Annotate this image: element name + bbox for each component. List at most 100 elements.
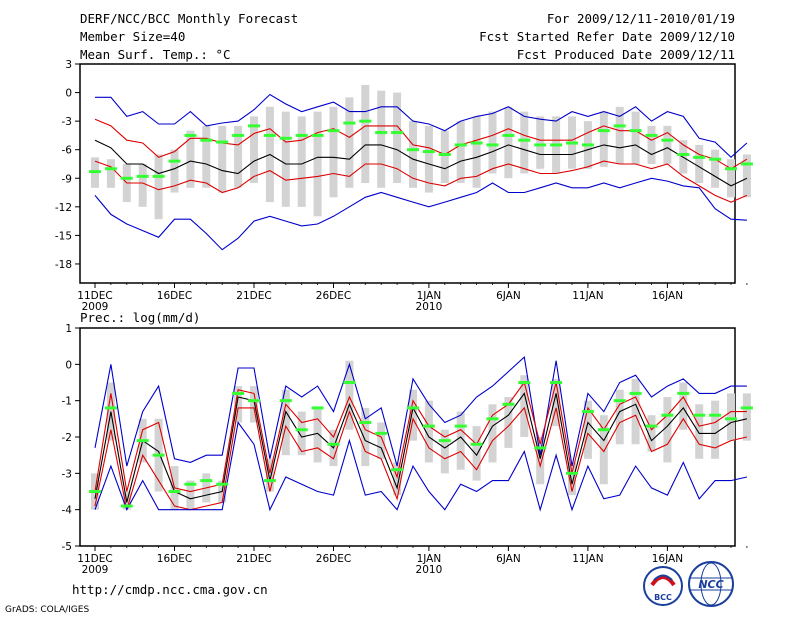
ensemble-box [250,116,258,184]
ensemble-box [393,92,402,184]
ensemble-box [424,125,433,193]
ensemble-box [345,97,354,188]
ensemble-box [234,125,243,188]
ensemble-box [440,429,449,474]
forecast-period: For 2009/12/11-2010/01/19 [547,11,735,26]
ensemble-box [599,111,608,167]
ncc-logo-text: NCC [698,578,723,591]
ensemble-box [456,121,465,184]
ensemble-box [742,393,751,441]
ensemble-box [663,125,672,164]
ensemble-box [695,404,704,459]
x-tick-label: 26DEC [316,290,351,302]
ensemble-box [631,111,640,164]
y-tick-label: -1 [62,396,72,408]
ensemble-box [647,415,656,452]
series-line-lower [94,406,748,511]
ensemble-box [536,116,545,169]
ensemble-box [472,116,481,188]
x-tick-label: 16DEC [157,553,192,565]
y-tick-label: 0 [65,88,72,100]
figure-title: DERF/NCC/BCC Monthly Forecast [80,11,298,26]
series-line-min [94,421,748,512]
ensemble-box [727,159,735,198]
x-tick-label: 1JAN [417,290,442,302]
member-size: Member Size=40 [80,29,185,44]
ensemble-box [281,111,290,207]
x-tick-label: 16JAN [652,290,683,302]
ensemble-box [265,458,274,492]
ensemble-box [297,116,306,207]
x-tick-label: 11DEC [77,290,112,302]
ensemble-box [393,462,402,496]
ensemble-box [711,149,720,188]
ensemble-box [711,400,720,459]
ensemble-box [488,111,497,174]
ensemble-box [472,426,481,481]
x-tick-label: 11JAN [572,553,603,565]
x-tick-label: 21DEC [236,290,271,302]
ncc-logo: NCC [688,561,734,607]
ensemble-box [138,163,147,207]
ensemble-box [552,378,561,427]
y-tick-label: -3 [62,116,72,128]
ensemble-box [504,397,513,448]
ensemble-box [409,121,417,188]
ensemble-box [456,411,465,470]
ensemble-box [663,397,672,463]
ensemble-box [424,400,433,463]
precip-label: Prec.: log(mm/d) [80,310,200,325]
y-tick-label: -9 [62,173,72,185]
series-line-mean [94,139,748,187]
ensemble-box [313,111,322,217]
ensemble-box [727,393,735,441]
x-tick-label: 26DEC [316,553,351,565]
ensemble-box [250,386,258,423]
bcc-logo-text: BCC [654,593,672,602]
y-tick-label: -12 [55,202,72,214]
ensemble-box [186,130,195,188]
ensemble-box [742,154,751,198]
y-tick-label: -18 [55,259,72,271]
source-url[interactable]: http://cmdp.ncc.cma.gov.cn [72,582,268,597]
ensemble-box [186,480,195,510]
refer-date: Fcst Started Refer Date 2009/12/10 [479,29,735,44]
x-tick-label: 21DEC [236,553,271,565]
x-tick-year: 2009 [82,564,109,576]
x-tick-year: 2010 [416,564,443,576]
ensemble-box [568,462,576,496]
x-tick-label: 11JAN [572,290,603,302]
ensemble-box [361,84,370,184]
ensemble-box [504,106,513,179]
ensemble-box [329,106,338,198]
x-tick-year: 2010 [416,301,443,313]
y-tick-label: 0 [65,359,72,371]
ensemble-box [631,378,640,445]
ensemble-box [520,111,529,174]
x-tick-year: 2009 [82,301,109,313]
y-tick-label: -2 [62,432,72,444]
ensemble-box [488,404,497,463]
y-tick-label: -15 [55,230,72,242]
y-tick-label: 3 [65,59,72,71]
ensemble-box [536,437,545,485]
variable-label: Mean Surf. Temp.: °C [80,47,231,62]
ensemble-box [583,400,592,459]
series-line-max [94,356,747,467]
produced-date: Fcst Produced Date 2009/12/11 [517,47,735,62]
x-tick-label: 16JAN [652,553,683,565]
ensemble-box [599,415,608,485]
ensemble-box [154,154,163,220]
ensemble-box [234,386,243,423]
ensemble-box [170,149,179,193]
y-tick-label: 1 [65,323,72,335]
y-tick-label: -6 [62,145,73,157]
ensemble-box [361,407,370,467]
ensemble-box [647,125,656,164]
x-tick-label: 6JAN [496,553,521,565]
ensemble-box [218,125,227,193]
ensemble-box [106,159,115,188]
